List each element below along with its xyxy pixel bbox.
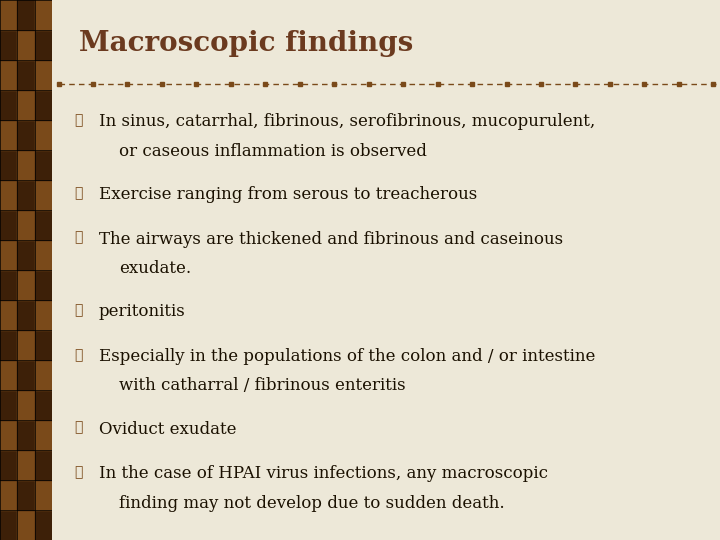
Text: or caseous inflammation is observed: or caseous inflammation is observed	[119, 143, 426, 160]
Bar	[17, 390, 35, 420]
Bar	[0, 300, 17, 330]
Bar	[17, 300, 35, 330]
Bar	[0, 420, 17, 450]
Bar	[17, 150, 35, 180]
Bar	[17, 240, 35, 270]
Bar	[35, 450, 52, 480]
Text: Oviduct exudate: Oviduct exudate	[99, 421, 236, 437]
Bar	[0, 210, 17, 240]
Bar	[35, 360, 52, 390]
Bar	[17, 360, 35, 390]
Bar	[35, 0, 52, 30]
Bar	[0, 330, 17, 360]
Text: In sinus, catarrhal, fibrinous, serofibrinous, mucopurulent,: In sinus, catarrhal, fibrinous, serofibr…	[99, 113, 595, 130]
Bar	[35, 210, 52, 240]
Text: Macroscopic findings: Macroscopic findings	[78, 30, 413, 57]
Bar	[0, 480, 17, 510]
Bar	[0, 30, 17, 60]
Bar	[0, 270, 17, 300]
Bar	[35, 330, 52, 360]
Bar	[17, 90, 35, 120]
Bar	[35, 480, 52, 510]
Text: ❖: ❖	[74, 231, 83, 245]
Bar	[35, 300, 52, 330]
Bar	[17, 210, 35, 240]
Bar	[0, 360, 17, 390]
Bar	[17, 60, 35, 90]
Bar	[35, 270, 52, 300]
Text: ❖: ❖	[74, 113, 83, 127]
Text: ❖: ❖	[74, 186, 83, 200]
Bar	[17, 30, 35, 60]
Bar	[0, 240, 17, 270]
Text: ❖: ❖	[74, 348, 83, 362]
Bar	[0, 510, 17, 540]
Bar	[35, 90, 52, 120]
Bar	[17, 270, 35, 300]
Text: with catharral / fibrinous enteritis: with catharral / fibrinous enteritis	[119, 377, 405, 394]
Text: ❖: ❖	[74, 303, 83, 318]
Text: Especially in the populations of the colon and / or intestine: Especially in the populations of the col…	[99, 348, 595, 364]
Bar	[0, 450, 17, 480]
Bar	[0, 0, 17, 30]
Bar	[35, 30, 52, 60]
Text: Exercise ranging from serous to treacherous: Exercise ranging from serous to treacher…	[99, 186, 477, 203]
Bar	[35, 390, 52, 420]
Bar	[35, 180, 52, 210]
Bar	[0, 120, 17, 150]
Bar	[17, 0, 35, 30]
Bar	[17, 120, 35, 150]
Bar	[17, 180, 35, 210]
Text: exudate.: exudate.	[119, 260, 191, 277]
Bar	[0, 60, 17, 90]
Bar	[0, 180, 17, 210]
Bar	[35, 150, 52, 180]
Bar	[17, 420, 35, 450]
Bar	[17, 450, 35, 480]
Bar	[17, 480, 35, 510]
Bar	[35, 60, 52, 90]
Text: ❖: ❖	[74, 465, 83, 479]
Bar	[35, 420, 52, 450]
Bar	[0, 390, 17, 420]
Text: ❖: ❖	[74, 421, 83, 435]
Bar	[17, 510, 35, 540]
Bar	[0, 150, 17, 180]
Bar	[0, 90, 17, 120]
Text: peritonitis: peritonitis	[99, 303, 185, 320]
Bar	[35, 120, 52, 150]
Text: In the case of HPAI virus infections, any macroscopic: In the case of HPAI virus infections, an…	[99, 465, 548, 482]
Bar	[35, 240, 52, 270]
Text: finding may not develop due to sudden death.: finding may not develop due to sudden de…	[119, 495, 504, 511]
Bar	[17, 330, 35, 360]
Text: The airways are thickened and fibrinous and caseinous: The airways are thickened and fibrinous …	[99, 231, 563, 247]
Bar	[35, 510, 52, 540]
